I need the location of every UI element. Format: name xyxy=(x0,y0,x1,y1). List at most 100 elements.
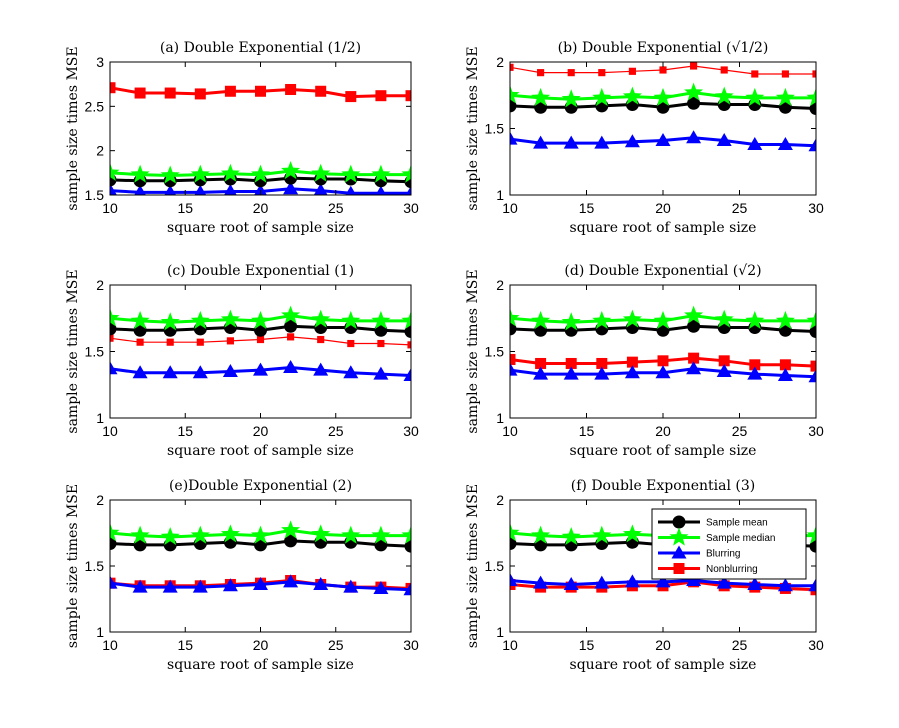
blurring-marker xyxy=(594,575,610,589)
blurring-marker xyxy=(283,181,299,195)
sample-median-marker xyxy=(745,87,765,106)
nonblurring-marker xyxy=(226,337,234,345)
blurring-marker xyxy=(686,361,702,375)
nonblurring-marker xyxy=(196,338,204,346)
blurring-marker xyxy=(624,574,640,588)
x-tick-label: 10 xyxy=(502,200,518,216)
y-axis-label: sample size times MSE xyxy=(65,269,81,433)
nonblurring-marker xyxy=(812,70,816,78)
sample-median-marker xyxy=(311,524,331,543)
panel-e: 10 15 20 25 30 1 1.5 2 (e)Double Exponential (2)… xyxy=(65,478,419,673)
x-tick-label: 25 xyxy=(328,423,344,439)
sample-median-marker xyxy=(371,164,391,183)
sample-median-marker xyxy=(281,305,301,324)
blurring-marker xyxy=(162,365,178,379)
blurring-marker xyxy=(224,183,237,195)
sample-median-marker xyxy=(531,87,551,106)
blurring-marker xyxy=(162,579,178,593)
sample-median-marker xyxy=(510,85,520,104)
legend-label: Blurring xyxy=(706,549,740,560)
sample-median-marker xyxy=(775,310,795,329)
sample-mean-marker xyxy=(687,96,701,110)
plot-area xyxy=(110,520,411,596)
blurring-marker xyxy=(403,582,411,596)
sample-mean-marker xyxy=(672,515,686,529)
blurring-marker xyxy=(283,359,299,373)
sample-median-marker xyxy=(311,309,331,328)
x-tick-label: 30 xyxy=(808,200,824,216)
series-nonblurring xyxy=(510,62,816,78)
x-tick-label: 30 xyxy=(403,200,419,216)
y-tick-label: 2 xyxy=(496,54,504,70)
sample-median-marker xyxy=(592,525,612,544)
sample-median-marker xyxy=(311,163,331,182)
blurring-marker xyxy=(686,130,702,144)
blurring-marker xyxy=(808,369,816,383)
legend-label: Sample median xyxy=(706,533,775,544)
x-tick-label: 10 xyxy=(102,423,118,439)
series-sample-median xyxy=(510,82,816,108)
blurring-marker xyxy=(343,579,359,593)
y-tick-label: 1 xyxy=(496,624,504,640)
nonblurring-marker xyxy=(749,359,761,371)
nonblurring-marker xyxy=(535,357,547,369)
sample-median-marker xyxy=(341,164,361,183)
blurring-marker xyxy=(716,575,732,589)
x-tick-label: 15 xyxy=(177,637,193,653)
nonblurring-marker xyxy=(134,87,146,99)
nonblurring-marker xyxy=(718,355,730,367)
sample-median-marker xyxy=(684,305,704,324)
blurring-marker xyxy=(343,365,359,379)
blurring-marker xyxy=(716,132,732,146)
y-tick-label: 1.5 xyxy=(485,558,505,574)
sample-median-marker xyxy=(592,310,612,329)
blurring-marker xyxy=(594,135,610,149)
blurring-marker xyxy=(345,185,357,195)
nonblurring-marker xyxy=(628,67,636,75)
blurring-marker xyxy=(624,134,640,148)
legend-entry: Blurring xyxy=(658,545,740,560)
blurring-marker xyxy=(655,574,671,588)
blurring-marker xyxy=(110,361,118,375)
y-tick-label: 1.5 xyxy=(485,121,505,137)
sample-median-marker xyxy=(714,86,734,105)
sample-median-marker xyxy=(510,523,520,542)
sample-median-marker xyxy=(371,310,391,329)
nonblurring-marker xyxy=(510,63,514,71)
nonblurring-marker xyxy=(166,338,174,346)
nonblurring-marker xyxy=(164,87,176,99)
nonblurring-marker xyxy=(315,85,327,97)
sample-median-marker xyxy=(669,527,689,546)
blurring-marker xyxy=(283,574,299,588)
y-tick-label: 1.5 xyxy=(85,558,105,574)
x-tick-label: 10 xyxy=(102,637,118,653)
x-tick-label: 10 xyxy=(502,637,518,653)
blurring-marker xyxy=(777,578,793,592)
blurring-marker xyxy=(747,576,763,590)
x-tick-label: 10 xyxy=(502,423,518,439)
blurring-marker xyxy=(375,185,387,195)
nonblurring-marker xyxy=(626,356,638,368)
nonblurring-marker xyxy=(255,85,266,97)
blurring-marker xyxy=(671,545,687,559)
sample-median-marker xyxy=(653,87,673,106)
blurring-marker xyxy=(222,578,238,592)
sample-median-marker xyxy=(160,165,180,184)
blurring-marker xyxy=(192,365,208,379)
blurring-marker xyxy=(563,366,579,380)
legend-entry: Sample median xyxy=(658,527,775,546)
sample-median-marker xyxy=(714,309,734,328)
x-tick-label: 25 xyxy=(732,200,748,216)
sample-median-marker xyxy=(622,524,642,543)
sample-median-marker xyxy=(250,164,271,183)
panel-b: 10 15 20 25 30 1 1.5 2 (b) Double Exponential (√… xyxy=(465,40,824,236)
blurring-marker xyxy=(132,579,148,593)
sample-median-marker xyxy=(510,308,520,327)
series-sample-median xyxy=(110,520,411,546)
legend-entry: Nonblurring xyxy=(658,563,758,575)
x-tick-label: 20 xyxy=(655,423,671,439)
panel-title: (b) Double Exponential (√1/2) xyxy=(558,40,769,56)
x-tick-label: 20 xyxy=(655,200,671,216)
sample-median-marker xyxy=(531,310,551,329)
x-axis-label: square root of sample size xyxy=(167,657,354,673)
